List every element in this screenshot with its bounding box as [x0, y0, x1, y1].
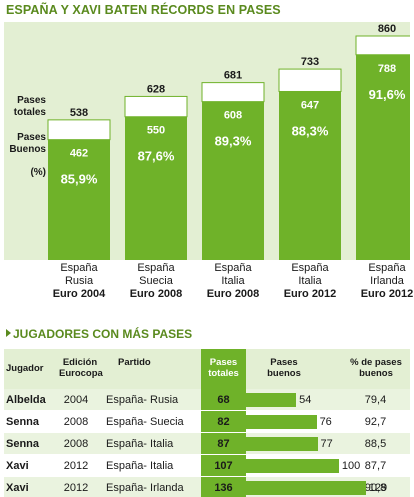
- good-passes-value: 100: [341, 460, 361, 472]
- table-row: Xavi 2012 España- Italia 107 87,7 100: [4, 455, 410, 477]
- good-passes-value: 77: [320, 438, 333, 450]
- cell-pct: 87,7: [364, 460, 387, 472]
- cell-player: Senna: [6, 416, 40, 428]
- cell-total: 68: [201, 389, 246, 410]
- cell-player: Senna: [6, 438, 40, 450]
- table-row: Senna 2008 España- Italia 87 88,5 77: [4, 433, 410, 455]
- cell-match: España- Italia: [106, 460, 174, 472]
- table-row: Xavi 2012 España- Irlanda 136 90,8 129: [4, 477, 410, 497]
- label-percent: (%): [30, 167, 46, 178]
- category-label-3: España Italia Euro 2012: [283, 262, 337, 300]
- table-header: Jugador Edición Eurocopa Partido Pases tot…: [4, 349, 410, 389]
- bar-good-0: [48, 139, 110, 260]
- label-good-0: 462: [70, 148, 88, 160]
- table-row: Albelda 2004 España- Rusia 68 79,4 54: [4, 389, 410, 411]
- cell-match: España- Suecia: [106, 416, 184, 428]
- cell-total: 107: [201, 455, 246, 476]
- cell-year: 2012: [63, 482, 89, 494]
- cell-pct: 88,5: [364, 438, 387, 450]
- label-total-3: 733: [301, 56, 319, 68]
- good-passes-value: 54: [299, 394, 312, 406]
- bar-good-1: [125, 116, 187, 260]
- bar-total-1: [124, 95, 188, 118]
- cell-total: 136: [201, 477, 246, 497]
- header-jugador: Jugador: [6, 363, 44, 374]
- cell-pct: 79,4: [364, 394, 387, 406]
- bar-total-0: [47, 119, 111, 141]
- cell-pct: 92,7: [364, 416, 387, 428]
- cell-year: 2008: [63, 416, 89, 428]
- label-pases-buenos: Pases Buenos: [9, 132, 46, 155]
- good-passes-bar: [246, 437, 318, 451]
- bar-total-4: [355, 35, 410, 56]
- label-total-2: 681: [224, 70, 242, 82]
- cell-player: Xavi: [6, 460, 29, 472]
- bar-total-3: [278, 68, 342, 92]
- label-pct-1: 87,6%: [138, 149, 175, 164]
- table-row: Senna 2008 España- Suecia 82 92,7 76: [4, 411, 410, 433]
- label-pct-4: 91,6%: [369, 87, 406, 102]
- chart-title: ESPAÑA Y XAVI BATEN RÉCORDS EN PASES: [6, 3, 281, 17]
- triangle-icon: [6, 329, 11, 337]
- good-passes-bar: [246, 459, 339, 473]
- category-label-2: España Italia Euro 2008: [206, 262, 260, 300]
- label-good-1: 550: [147, 125, 165, 137]
- header-pct: % de pases buenos: [350, 357, 402, 379]
- header-total-bg: [201, 349, 246, 389]
- category-label-1: España Suecia Euro 2008: [129, 262, 183, 300]
- header-partido: Partido: [118, 357, 151, 368]
- cell-total: 82: [201, 411, 246, 432]
- good-passes-bar: [246, 481, 366, 495]
- bar-total-2: [201, 82, 265, 103]
- cell-match: España- Rusia: [106, 394, 179, 406]
- cell-pct: 90,8: [364, 482, 387, 494]
- good-passes-value: 76: [319, 416, 332, 428]
- cell-match: España- Irlanda: [106, 482, 184, 494]
- players-table: Jugador Edición Eurocopa Partido Pases tot…: [4, 349, 410, 497]
- good-passes-bar: [246, 415, 317, 429]
- label-total-4: 860: [378, 23, 396, 35]
- section-title: JUGADORES CON MÁS PASES: [6, 327, 192, 341]
- bar-good-3: [279, 91, 341, 260]
- header-buenos: Pases buenos: [267, 357, 301, 379]
- label-pct-0: 85,9%: [61, 172, 98, 187]
- label-pases-totales: Pases totales: [13, 95, 46, 118]
- label-pct-3: 88,3%: [292, 123, 329, 138]
- category-label-0: España Rusia Euro 2004: [52, 262, 106, 300]
- good-passes-bar: [246, 393, 297, 407]
- header-edicion: Edición Eurocopa: [59, 357, 103, 379]
- bar-chart: 538 462 85,9% 628 550 87,6% 681 608 89,3% 733 647 8…: [47, 23, 410, 260]
- header-totales: Pases totales: [208, 357, 239, 379]
- label-pct-2: 89,3%: [215, 134, 252, 149]
- label-total-0: 538: [70, 107, 88, 119]
- cell-match: España- Italia: [106, 438, 174, 450]
- bar-good-4: [356, 54, 410, 260]
- label-total-1: 628: [147, 83, 165, 95]
- label-good-3: 647: [301, 99, 319, 111]
- cell-year: 2004: [63, 394, 89, 406]
- label-good-4: 788: [378, 63, 396, 75]
- cell-year: 2012: [63, 460, 89, 472]
- category-labels: España Rusia Euro 2004 España Suecia Euro 200…: [4, 260, 413, 310]
- good-passes-value: 129: [368, 482, 388, 494]
- bar-chart-panel: 538 462 85,9% 628 550 87,6% 681 608 89,3% 733 647 8…: [4, 22, 410, 260]
- bar-good-2: [202, 101, 264, 260]
- label-good-2: 608: [224, 110, 242, 122]
- category-label-4: España Irlanda Euro 2012: [360, 262, 414, 300]
- table-body: Albelda 2004 España- Rusia 68 79,4 54 Senna 200…: [4, 389, 410, 497]
- cell-player: Albelda: [6, 394, 46, 406]
- cell-total: 87: [201, 433, 246, 454]
- cell-player: Xavi: [6, 482, 29, 494]
- cell-year: 2008: [63, 438, 89, 450]
